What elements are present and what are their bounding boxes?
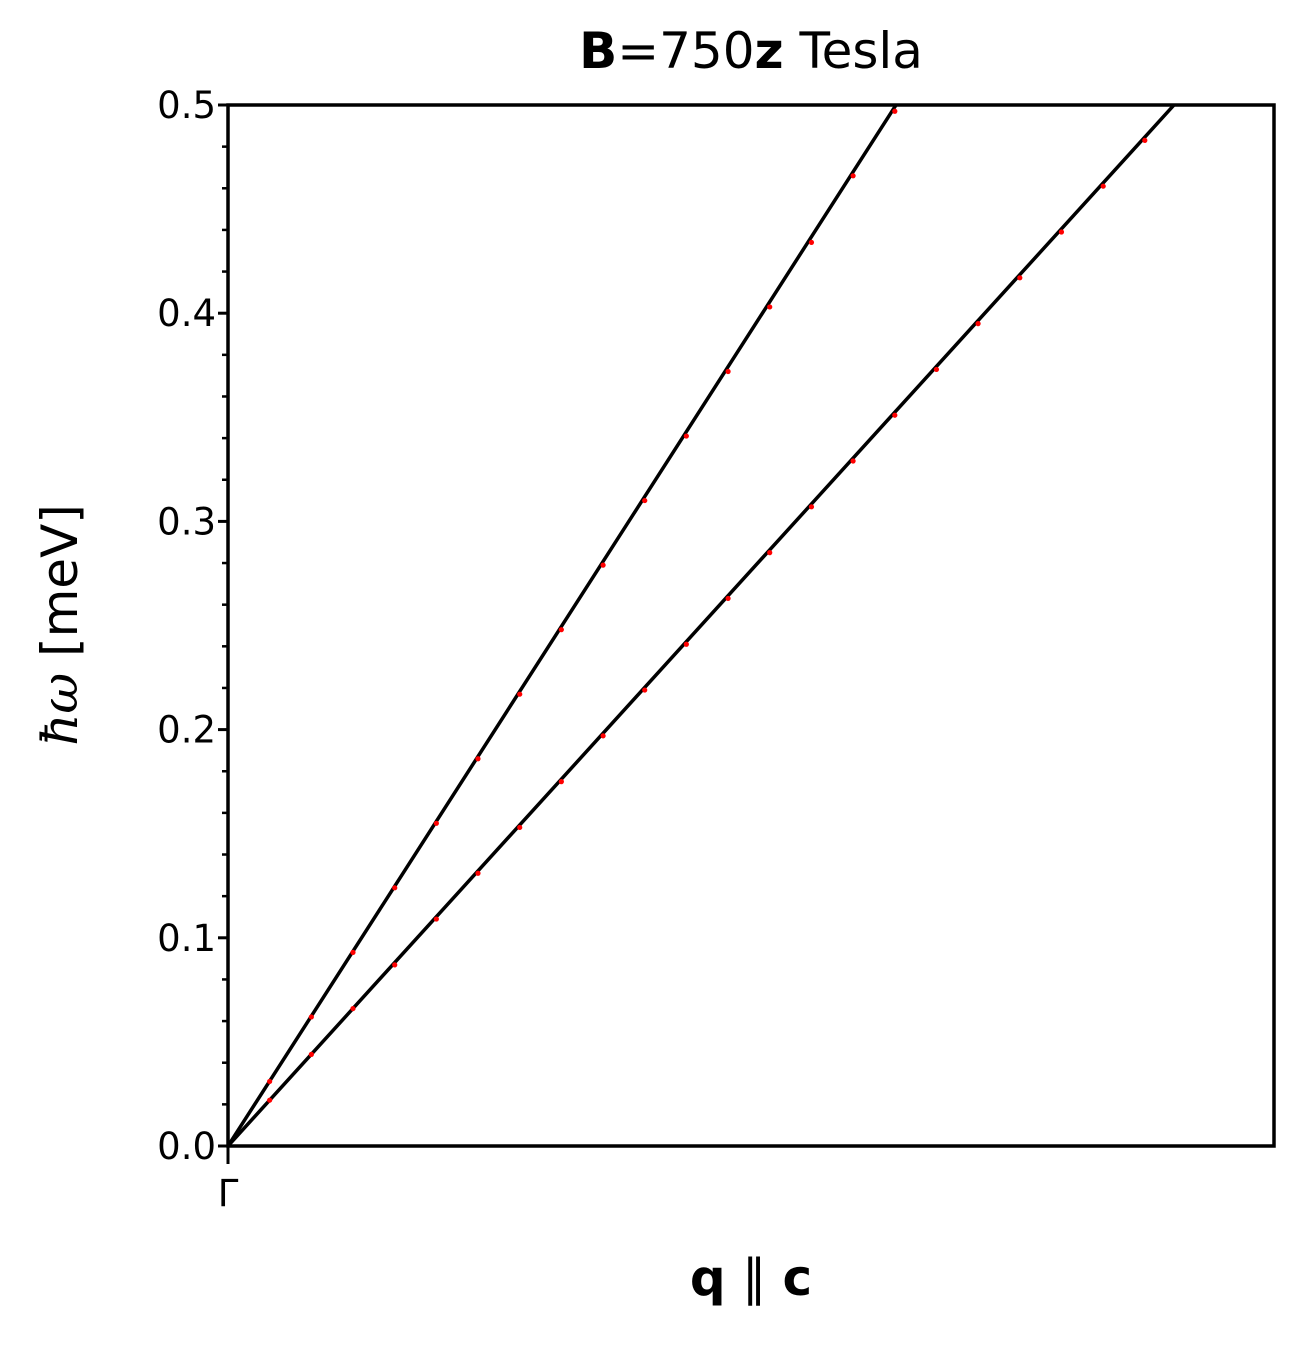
data-point <box>1017 275 1023 281</box>
data-point <box>475 756 481 762</box>
data-point <box>1058 229 1065 235</box>
data-point <box>517 824 523 831</box>
title-bold-axis: z <box>754 22 784 80</box>
data-point <box>850 458 856 464</box>
x-axis-label: q ∥ c <box>228 1253 1274 1303</box>
data-point <box>433 820 439 826</box>
data-point <box>475 870 481 876</box>
xlabel-parallel: ∥ <box>725 1249 783 1307</box>
title-equals-value: =750 <box>617 22 755 80</box>
data-point <box>433 916 439 922</box>
xlabel-q: q <box>689 1249 726 1307</box>
data-point <box>642 497 648 504</box>
ylabel-symbol: ħω <box>31 672 89 746</box>
data-point <box>1142 137 1148 143</box>
data-point <box>808 504 815 510</box>
data-point <box>308 1051 314 1057</box>
data-point <box>642 687 648 693</box>
title-unit: Tesla <box>783 22 923 80</box>
data-point <box>600 562 606 568</box>
title-bold-symbol: B <box>579 22 618 80</box>
y-tick-label: 0.2 <box>157 709 216 752</box>
data-point <box>767 304 773 310</box>
y-tick-label: 0.4 <box>157 292 216 335</box>
data-point <box>767 550 773 556</box>
data-point <box>558 627 564 633</box>
y-tick-label: 0.0 <box>157 1125 216 1168</box>
data-point <box>683 433 689 439</box>
data-point <box>725 595 731 602</box>
chart-title: B=750z Tesla <box>228 26 1274 76</box>
ylabel-unit: [meV] <box>31 504 89 673</box>
data-point <box>600 733 606 739</box>
data-point <box>975 321 981 327</box>
data-point <box>267 1078 273 1085</box>
data-point <box>850 173 856 179</box>
tick-labels: 0.0 0.1 0.2 0.3 0.4 0.5 Γ <box>157 84 239 1215</box>
y-tick-label: 0.3 <box>157 500 216 543</box>
data-point <box>892 108 898 114</box>
data-point <box>308 1014 314 1020</box>
data-point <box>808 239 815 246</box>
chart-series <box>228 105 1176 1146</box>
y-tick-label: 0.5 <box>157 84 216 127</box>
data-point <box>392 962 398 968</box>
x-tick-label-gamma: Γ <box>218 1172 239 1215</box>
data-point <box>350 949 356 955</box>
data-point <box>267 1097 273 1103</box>
data-point <box>892 412 898 418</box>
plot-frame <box>226 103 1276 1148</box>
y-tick-label: 0.1 <box>157 917 216 960</box>
data-point <box>683 641 689 647</box>
y-axis-label: ħω [meV] <box>31 504 89 746</box>
series-line-1 <box>228 105 1176 1146</box>
xlabel-c: c <box>782 1249 813 1307</box>
data-point <box>725 368 731 375</box>
series-line-0 <box>228 105 898 1146</box>
data-point <box>350 1005 356 1012</box>
data-point <box>392 885 398 891</box>
data-point <box>517 691 523 697</box>
data-point <box>933 366 940 373</box>
data-point <box>1100 183 1106 189</box>
data-point <box>558 779 564 785</box>
